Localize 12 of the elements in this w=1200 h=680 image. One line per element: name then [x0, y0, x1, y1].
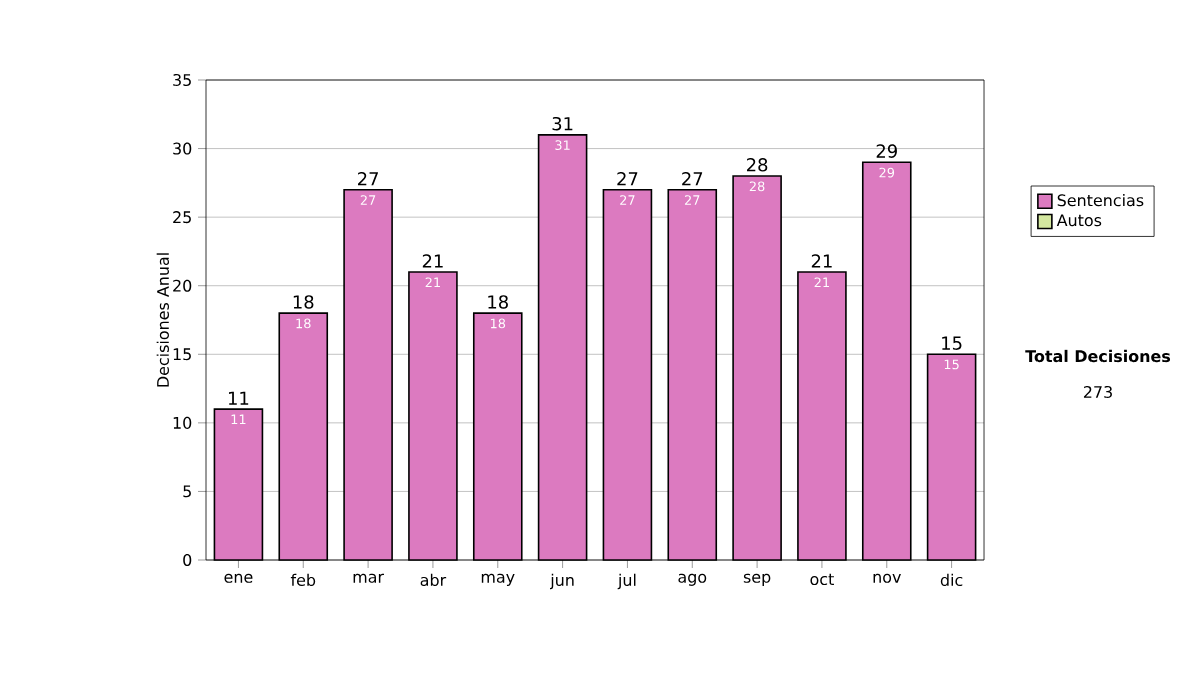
total-label: 15	[942, 336, 962, 350]
total-label: 18	[488, 295, 508, 309]
total-label: 31	[552, 116, 573, 131]
total-label: 21	[422, 254, 443, 268]
total-label: 11	[228, 391, 249, 405]
total-label: 21	[811, 254, 832, 268]
total-label: 18	[293, 295, 314, 309]
total-label: 27	[682, 172, 703, 186]
total-label: 27	[357, 172, 378, 186]
total-label: 27	[617, 172, 638, 186]
total-label: 29	[876, 144, 897, 158]
total-label: 28	[746, 158, 768, 172]
